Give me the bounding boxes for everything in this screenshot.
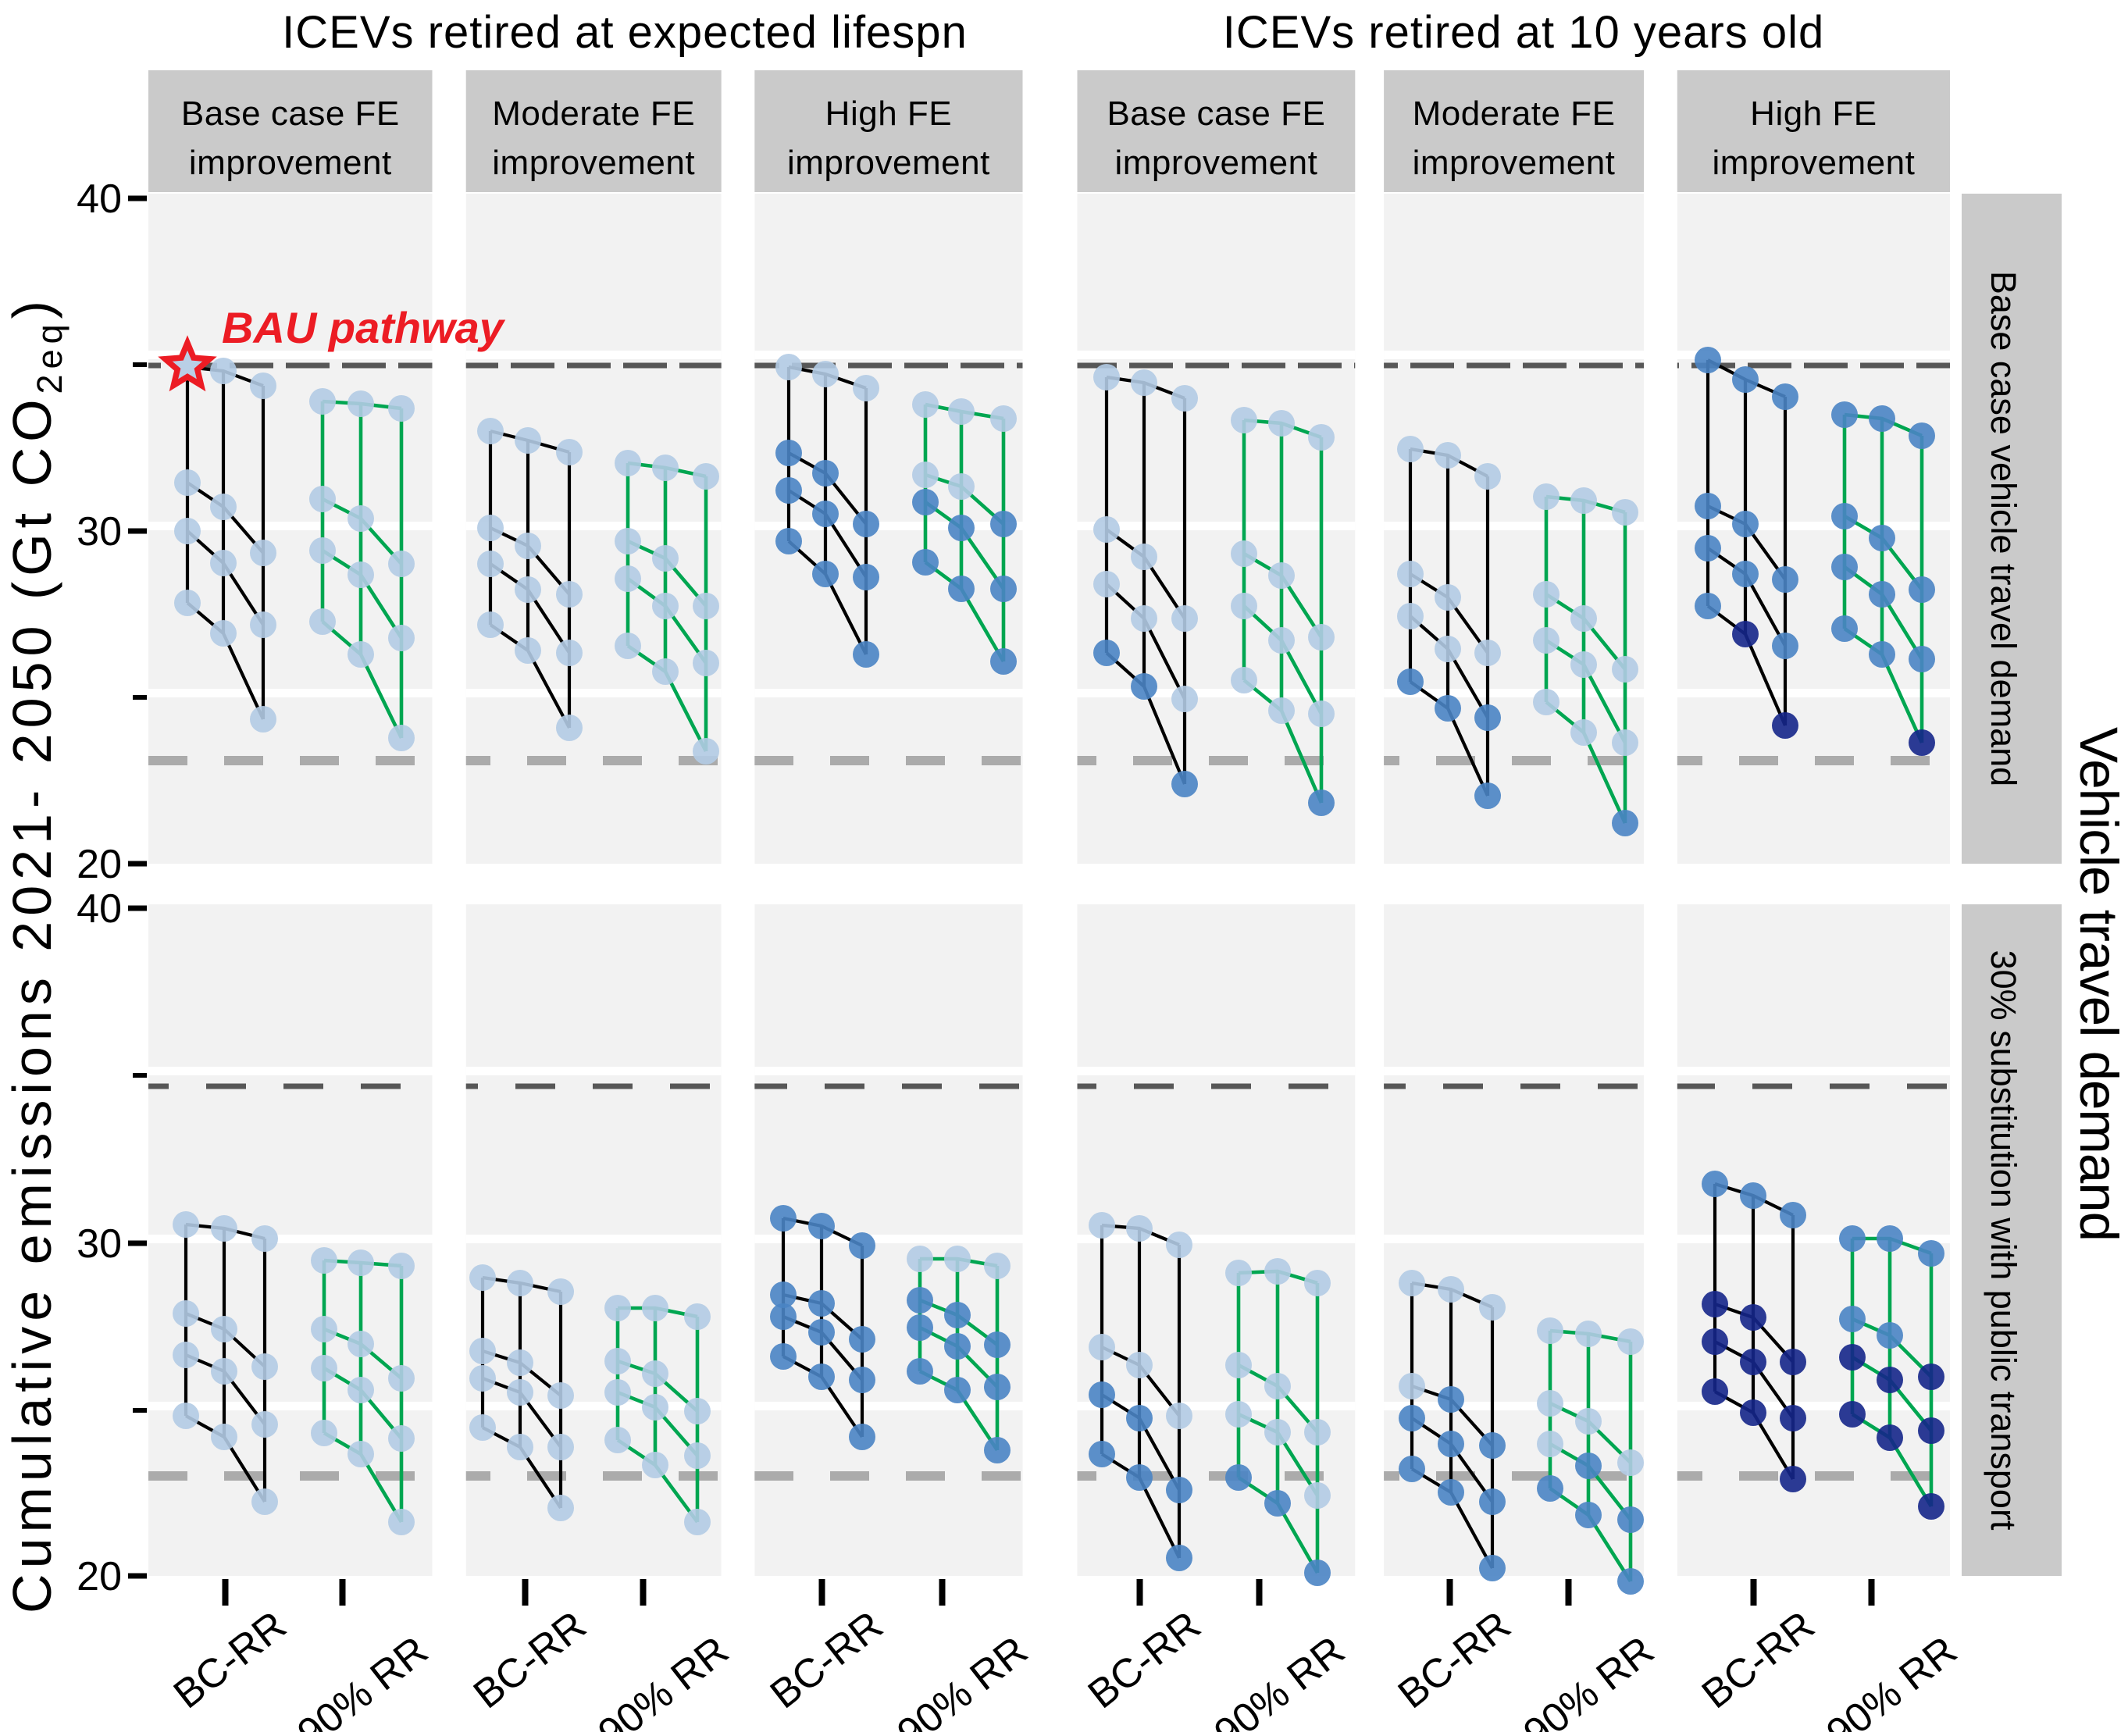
svg-text:30: 30 — [77, 509, 122, 554]
svg-text:Cumulative emissions 2021- 205: Cumulative emissions 2021- 2050 (Gt CO2e… — [2, 295, 70, 1613]
svg-text:improvement: improvement — [1413, 144, 1616, 182]
svg-text:ICEVs retired at expected life: ICEVs retired at expected lifespn — [282, 7, 968, 58]
svg-text:improvement: improvement — [1114, 144, 1317, 182]
svg-text:Base case FE: Base case FE — [1107, 94, 1325, 133]
svg-text:BAU pathway: BAU pathway — [222, 303, 506, 352]
svg-text:Base case vehicle travel deman: Base case vehicle travel demand — [1984, 271, 2023, 786]
svg-text:Moderate FE: Moderate FE — [1413, 94, 1616, 133]
svg-text:40: 40 — [77, 886, 122, 932]
svg-text:ICEVs retired at 10 years old: ICEVs retired at 10 years old — [1223, 7, 1824, 58]
svg-text:improvement: improvement — [787, 144, 990, 182]
svg-text:20: 20 — [77, 842, 122, 887]
svg-text:improvement: improvement — [492, 144, 695, 182]
svg-text:40: 40 — [77, 176, 122, 222]
svg-text:High FE: High FE — [825, 94, 952, 133]
svg-text:Base case FE: Base case FE — [181, 94, 400, 133]
svg-text:improvement: improvement — [1712, 144, 1915, 182]
svg-text:20: 20 — [77, 1554, 122, 1599]
svg-text:High FE: High FE — [1750, 94, 1877, 133]
svg-text:Vehicle travel demand: Vehicle travel demand — [2069, 727, 2128, 1241]
svg-text:30: 30 — [77, 1221, 122, 1267]
svg-text:improvement: improvement — [189, 144, 392, 182]
svg-text:Moderate FE: Moderate FE — [492, 94, 695, 133]
svg-text:30% substitution with public t: 30% substitution with public transport — [1984, 950, 2023, 1531]
